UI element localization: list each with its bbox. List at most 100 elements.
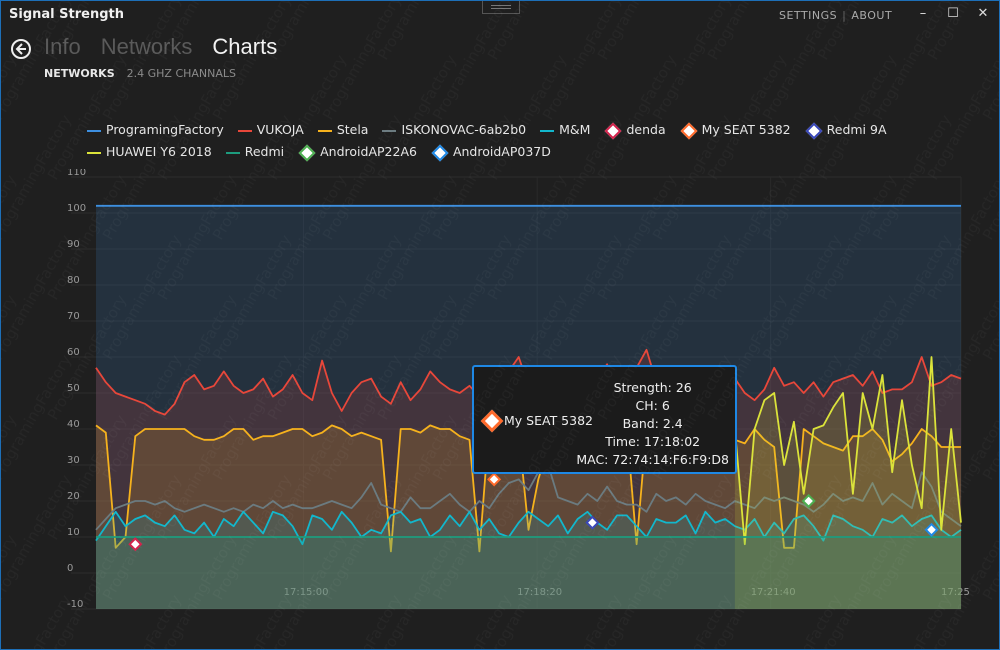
- legend-diamond-icon: [431, 144, 449, 161]
- tooltip-channel: CH: 6: [635, 398, 670, 413]
- back-arrow-icon[interactable]: [11, 39, 31, 59]
- series-line: [95, 424, 961, 553]
- legend-item[interactable]: denda: [604, 119, 666, 141]
- watermark-text: ProgramingFactory: [979, 112, 999, 243]
- x-tick-label: 17:21:40: [751, 587, 796, 598]
- legend-line-icon: [87, 129, 101, 132]
- minimize-icon[interactable]: –: [919, 6, 927, 21]
- legend-label: AndroidAP037D: [452, 144, 551, 159]
- settings-link[interactable]: SETTINGS: [779, 9, 838, 22]
- watermark-text: ProgramingFactory: [264, 52, 350, 183]
- y-tick-label: 40: [67, 419, 80, 430]
- legend-item[interactable]: AndroidAP22A6: [298, 141, 417, 163]
- tooltip-strength: Strength: 26: [613, 380, 692, 395]
- legend-item[interactable]: M&M: [540, 119, 590, 141]
- y-tick-label: -10: [67, 599, 83, 610]
- tooltip-details: Strength: 26 CH: 6 Band: 2.4 Time: 17:18…: [576, 379, 729, 469]
- tab-info[interactable]: Info: [44, 34, 81, 59]
- y-tick-label: 60: [67, 347, 80, 358]
- watermark-text: ProgramingFactory: [374, 52, 460, 183]
- series-area: [96, 425, 961, 609]
- legend-diamond-icon: [805, 122, 823, 139]
- watermark-text: ProgramingFactory: [1, 412, 20, 543]
- link-separator: |: [842, 9, 847, 22]
- watermark-text: ProgramingFactory: [1, 532, 20, 649]
- legend-item[interactable]: AndroidAP037D: [431, 141, 551, 163]
- series-marker: [924, 522, 939, 537]
- drag-handle[interactable]: [482, 1, 520, 14]
- tooltip-band: Band: 2.4: [622, 416, 683, 431]
- legend-label: denda: [626, 122, 666, 137]
- app-title: Signal Strength: [9, 7, 124, 22]
- legend-line-icon: [382, 129, 397, 132]
- series-line: [95, 510, 962, 546]
- about-link[interactable]: ABOUT: [851, 9, 893, 22]
- x-tick-label: 17:18:20: [517, 587, 562, 598]
- legend-label: HUAWEI Y6 2018: [106, 144, 212, 159]
- tooltip-time: Time: 17:18:02: [605, 434, 701, 449]
- watermark-text: ProgramingFactory: [979, 592, 999, 649]
- legend-label: VUKOJA: [256, 122, 304, 137]
- subtab-channels[interactable]: 2.4 GHZ CHANNALS: [126, 67, 237, 80]
- watermark-text: ProgramingFactory: [979, 232, 999, 363]
- series-marker: [128, 537, 143, 552]
- watermark-text: ProgramingFactory: [1, 172, 20, 303]
- chart-legend: ProgramingFactory VUKOJA Stela ISKONOVAC-6a…: [87, 119, 977, 163]
- series-marker: [487, 472, 502, 487]
- legend-item[interactable]: ISKONOVAC-6ab2b0: [382, 119, 526, 141]
- y-tick-label: 90: [67, 239, 80, 250]
- close-icon[interactable]: ✕: [977, 6, 989, 21]
- legend-label: M&M: [559, 122, 591, 137]
- main-nav: Info Networks Charts: [44, 34, 297, 60]
- series-marker: [801, 493, 816, 509]
- watermark-text: ProgramingFactory: [704, 52, 790, 183]
- legend-item[interactable]: Stela: [317, 119, 369, 141]
- maximize-icon[interactable]: ☐: [947, 6, 959, 21]
- y-tick-label: 30: [67, 455, 80, 466]
- legend-diamond-icon: [604, 122, 622, 139]
- legend-label: Stela: [336, 122, 369, 137]
- series-area: [96, 537, 961, 609]
- watermark-text: ProgramingFactory: [979, 352, 999, 483]
- series-line: [734, 356, 962, 546]
- tooltip-network: My SEAT 5382: [504, 413, 593, 428]
- legend-line-icon: [540, 129, 555, 132]
- tooltip-marker-icon: [480, 409, 504, 433]
- legend-item[interactable]: Redmi: [225, 141, 285, 163]
- watermark-text: ProgramingFactory: [1, 52, 20, 183]
- legend-line-icon: [237, 129, 252, 132]
- chart-tooltip: My SEAT 5382 Strength: 26 CH: 6 Band: 2.…: [472, 365, 737, 474]
- watermark-text: ProgramingFactory: [1, 292, 20, 423]
- sub-nav: NETWORKS 2.4 GHZ CHANNALS: [44, 67, 248, 80]
- x-tick-label: 17:25:00: [941, 587, 971, 598]
- legend-label: My SEAT 5382: [701, 122, 791, 137]
- legend-diamond-icon: [298, 144, 316, 161]
- legend-item[interactable]: Redmi 9A: [805, 119, 887, 141]
- legend-line-icon: [87, 151, 101, 154]
- series-marker: [585, 515, 600, 530]
- title-bar[interactable]: Signal Strength SETTINGS | ABOUT – ☐ ✕: [1, 1, 999, 29]
- legend-item[interactable]: HUAWEI Y6 2018: [87, 141, 212, 163]
- y-tick-label: 110: [67, 169, 86, 178]
- legend-label: Redmi 9A: [826, 122, 887, 137]
- watermark-text: ProgramingFactory: [594, 52, 680, 183]
- top-links: SETTINGS | ABOUT: [779, 9, 892, 22]
- legend-item[interactable]: VUKOJA: [237, 119, 304, 141]
- tab-networks[interactable]: Networks: [100, 34, 193, 59]
- y-tick-label: 100: [67, 203, 86, 214]
- legend-label: Redmi: [244, 144, 285, 159]
- subtab-networks[interactable]: NETWORKS: [44, 67, 115, 80]
- tab-charts[interactable]: Charts: [212, 34, 278, 59]
- tooltip-mac: MAC: 72:74:14:F6:F9:D8: [576, 452, 729, 467]
- legend-line-icon: [225, 151, 240, 154]
- y-tick-label: 50: [67, 383, 80, 394]
- legend-item[interactable]: ProgramingFactory: [87, 119, 224, 141]
- legend-item[interactable]: My SEAT 5382: [680, 119, 791, 141]
- watermark-text: ProgramingFactory: [924, 52, 999, 183]
- watermark-text: ProgramingFactory: [484, 52, 570, 183]
- legend-diamond-icon: [680, 122, 698, 139]
- watermark-text: ProgramingFactory: [979, 472, 999, 603]
- y-tick-label: 20: [67, 491, 80, 502]
